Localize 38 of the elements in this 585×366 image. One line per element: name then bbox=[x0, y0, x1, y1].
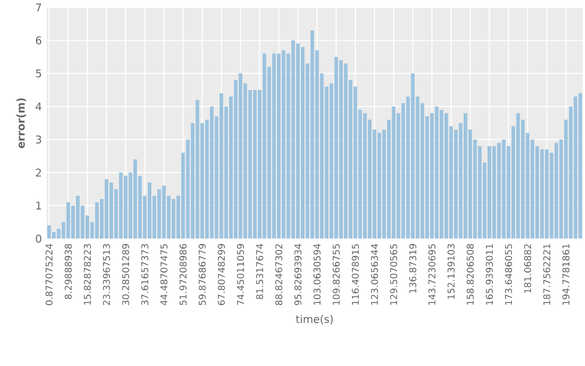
y-tick-label: 4 bbox=[36, 102, 42, 110]
y-axis-title: error(m) bbox=[16, 98, 26, 148]
x-tick-label: 67.80748299 bbox=[218, 244, 225, 306]
x-tick-label: 59.87686779 bbox=[198, 244, 206, 305]
x-tick-label: 51.97208986 bbox=[180, 244, 187, 305]
x-tick-label: 136.87319 bbox=[409, 244, 416, 293]
x-tick-label: 23.33967513 bbox=[102, 244, 110, 306]
x-tick-label: 129.5070565 bbox=[390, 244, 398, 305]
y-tick-label: 3 bbox=[36, 135, 42, 144]
x-tick-label: 158.8206508 bbox=[466, 244, 474, 305]
x-tick-label: 8.29888938 bbox=[64, 244, 72, 300]
y-tick-label: 0 bbox=[36, 234, 42, 243]
x-tick-label: 109.8266755 bbox=[332, 244, 340, 305]
x-tick-label: 173.6486055 bbox=[504, 244, 512, 305]
x-tick-label: 88.82467302 bbox=[275, 244, 282, 306]
x-tick-label: 181.06882 bbox=[524, 244, 532, 293]
x-tick-label: 37.61657373 bbox=[141, 244, 148, 305]
x-tick-label: 15.82878223 bbox=[84, 244, 91, 305]
x-tick-label: 194.7781861 bbox=[562, 244, 570, 305]
x-tick-label: 165.9393011 bbox=[486, 244, 493, 305]
x-tick-label: 116.4078915 bbox=[352, 244, 359, 305]
x-tick-label: 143.7230695 bbox=[428, 244, 436, 305]
x-tick-label: 123.0656344 bbox=[370, 244, 378, 305]
y-tick-label: 5 bbox=[36, 69, 42, 78]
x-tick-label: 152.139103 bbox=[448, 244, 455, 299]
x-tick-label: 187.7562221 bbox=[543, 244, 550, 305]
y-tick-label: 6 bbox=[36, 36, 42, 44]
x-tick-label: 44.48707475 bbox=[160, 244, 168, 306]
x-tick-label: 103.0630594 bbox=[314, 244, 321, 305]
y-tick-label: 2 bbox=[36, 168, 41, 177]
x-tick-label: 74.45011059 bbox=[236, 244, 244, 305]
x-axis-title: time(s) bbox=[296, 314, 333, 324]
y-tick-label: 1 bbox=[36, 202, 41, 210]
x-tick-label: 95.82693934 bbox=[294, 244, 302, 306]
x-tick-label: 81.5317674 bbox=[256, 244, 264, 300]
y-tick-label: 7 bbox=[36, 3, 42, 12]
x-tick-label: 30.28501289 bbox=[122, 244, 130, 305]
x-tick-label: 0.877075224 bbox=[46, 244, 53, 306]
